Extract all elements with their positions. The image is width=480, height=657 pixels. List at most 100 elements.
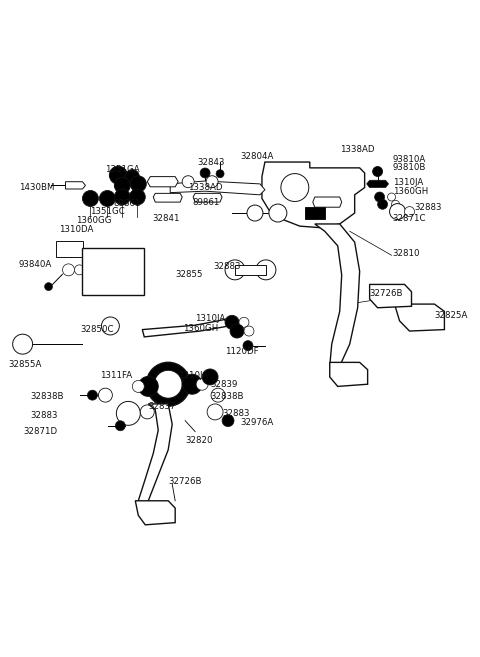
Text: 1360GH: 1360GH — [393, 187, 428, 196]
Polygon shape — [193, 193, 222, 202]
Polygon shape — [305, 207, 325, 219]
Text: 1360GG: 1360GG — [76, 215, 112, 225]
Circle shape — [74, 265, 84, 275]
Text: 32871C: 32871C — [393, 214, 426, 223]
Circle shape — [372, 166, 383, 177]
Circle shape — [247, 205, 263, 221]
Polygon shape — [370, 284, 411, 307]
Text: 1120DF: 1120DF — [225, 347, 259, 356]
Text: 32810: 32810 — [393, 249, 420, 258]
Polygon shape — [330, 363, 368, 386]
Circle shape — [83, 191, 98, 206]
Text: 93840A: 93840A — [19, 260, 52, 269]
Circle shape — [200, 168, 210, 178]
Text: 1310DA: 1310DA — [59, 225, 93, 233]
Circle shape — [138, 376, 158, 396]
Text: 32883: 32883 — [31, 411, 58, 420]
Text: 1351GA: 1351GA — [106, 165, 140, 174]
Circle shape — [374, 192, 384, 202]
Text: 32726B: 32726B — [168, 476, 202, 486]
Text: 1310JA: 1310JA — [178, 371, 208, 380]
Circle shape — [216, 170, 224, 177]
Bar — [83, 248, 144, 296]
Polygon shape — [147, 177, 178, 187]
Circle shape — [222, 415, 234, 426]
Circle shape — [45, 283, 52, 290]
Circle shape — [211, 388, 225, 402]
Text: 89861: 89861 — [113, 199, 141, 208]
Circle shape — [239, 317, 249, 327]
Bar — [56, 241, 84, 258]
Circle shape — [140, 405, 154, 419]
Circle shape — [392, 200, 399, 208]
Circle shape — [244, 326, 254, 336]
Text: 32855: 32855 — [175, 271, 203, 279]
Circle shape — [378, 199, 387, 210]
Circle shape — [405, 206, 415, 217]
Circle shape — [114, 189, 130, 205]
Text: 1311FA: 1311FA — [100, 371, 132, 380]
Text: 32837: 32837 — [148, 401, 176, 411]
Polygon shape — [65, 182, 85, 189]
Circle shape — [281, 173, 309, 202]
Polygon shape — [170, 181, 265, 195]
Polygon shape — [262, 162, 365, 227]
Text: 32804A: 32804A — [240, 152, 274, 162]
Circle shape — [387, 193, 396, 201]
Circle shape — [116, 401, 140, 425]
Circle shape — [12, 334, 33, 354]
Circle shape — [99, 191, 115, 206]
Circle shape — [115, 420, 125, 431]
Polygon shape — [313, 197, 342, 207]
Circle shape — [256, 260, 276, 280]
Text: 32883: 32883 — [222, 409, 250, 418]
Circle shape — [101, 317, 120, 335]
Circle shape — [390, 204, 406, 219]
Circle shape — [182, 374, 202, 394]
Circle shape — [206, 175, 218, 188]
Text: 32820: 32820 — [185, 436, 213, 445]
Text: 32883: 32883 — [415, 204, 442, 212]
Text: 32839: 32839 — [210, 380, 238, 390]
Polygon shape — [142, 318, 235, 337]
Polygon shape — [395, 304, 444, 331]
Text: 32838B: 32838B — [31, 392, 64, 401]
Circle shape — [196, 378, 208, 390]
Circle shape — [98, 388, 112, 402]
Circle shape — [154, 371, 182, 398]
Text: 32855A: 32855A — [9, 360, 42, 369]
Circle shape — [130, 176, 146, 192]
Text: 32871D: 32871D — [24, 427, 58, 436]
Circle shape — [62, 264, 74, 276]
Circle shape — [182, 175, 194, 188]
Text: 93810B: 93810B — [393, 164, 426, 172]
Circle shape — [202, 369, 218, 385]
Circle shape — [207, 404, 223, 420]
Polygon shape — [315, 224, 360, 366]
Text: 1338AD: 1338AD — [188, 183, 223, 192]
Text: 1351GC: 1351GC — [90, 207, 125, 216]
Polygon shape — [138, 404, 172, 505]
Text: 1310JA: 1310JA — [393, 178, 423, 187]
Text: 93810A: 93810A — [393, 155, 426, 164]
Text: 32843: 32843 — [197, 158, 225, 166]
Circle shape — [114, 177, 130, 193]
Text: 1310JA: 1310JA — [195, 314, 226, 323]
Circle shape — [230, 324, 244, 338]
Text: 32825A: 32825A — [434, 311, 468, 319]
Circle shape — [87, 390, 97, 400]
Text: 32841: 32841 — [152, 214, 180, 223]
Text: 1430BM: 1430BM — [19, 183, 54, 192]
Circle shape — [243, 340, 253, 351]
Circle shape — [269, 204, 287, 222]
Polygon shape — [135, 501, 175, 525]
Circle shape — [225, 315, 239, 329]
Polygon shape — [235, 265, 266, 275]
Circle shape — [132, 380, 144, 392]
Text: 89861: 89861 — [192, 198, 219, 206]
Circle shape — [146, 362, 190, 406]
Circle shape — [125, 170, 139, 183]
Circle shape — [225, 260, 245, 280]
Text: 32976A: 32976A — [240, 419, 273, 427]
Text: 32838B: 32838B — [210, 392, 243, 401]
